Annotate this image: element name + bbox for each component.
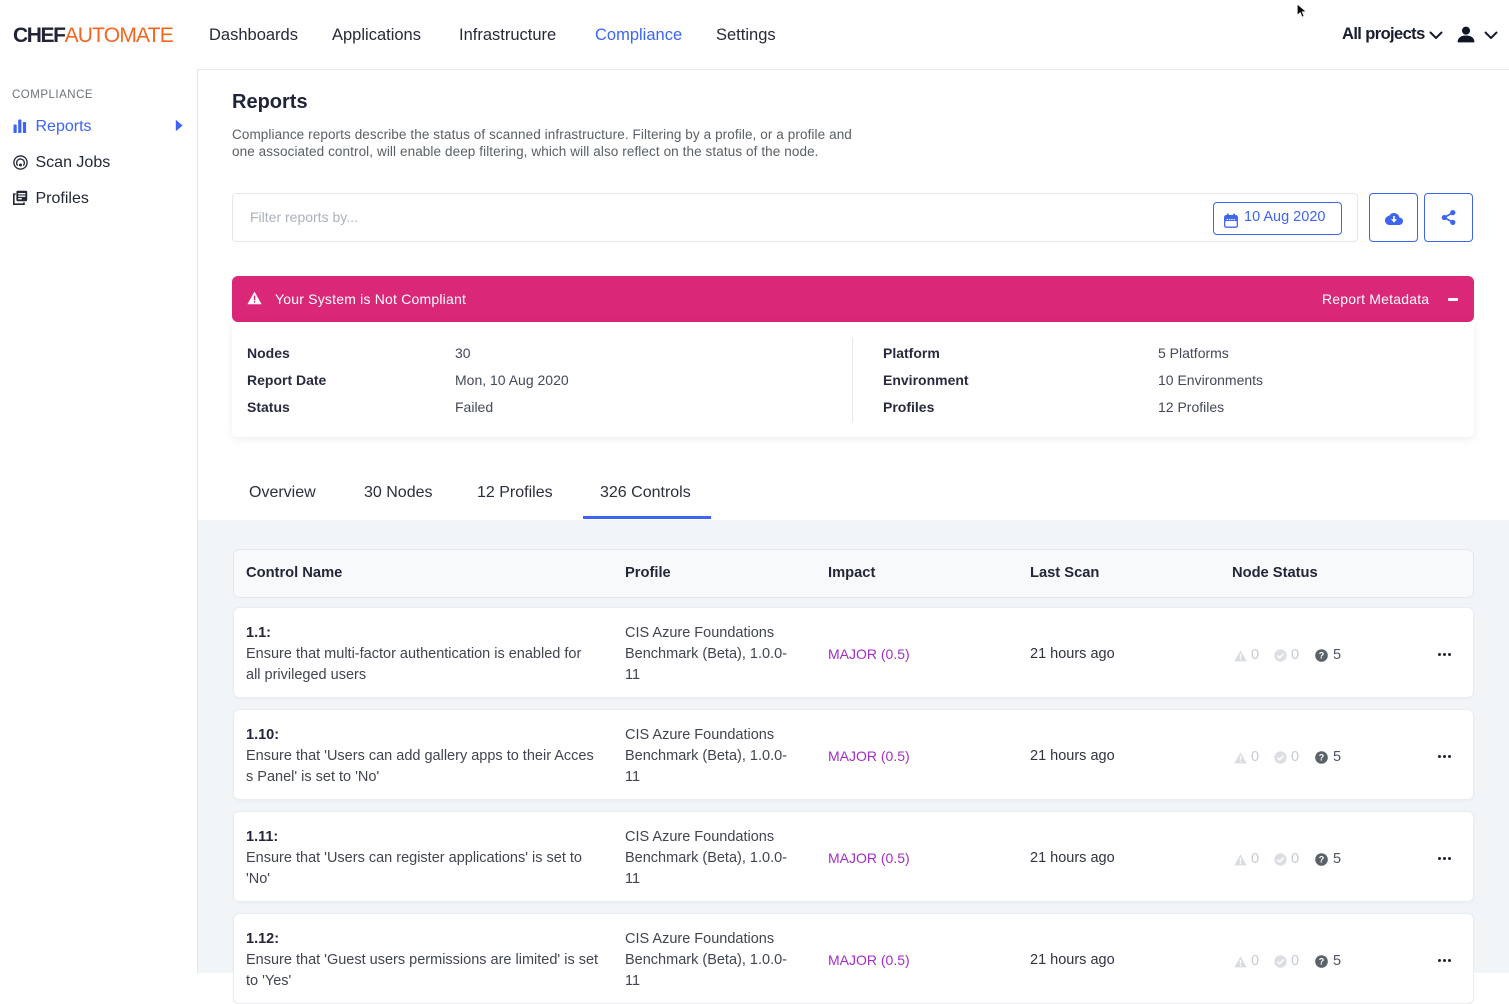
svg-text:?: ? (1319, 957, 1325, 967)
svg-text:?: ? (1319, 651, 1325, 661)
svg-text:?: ? (1319, 855, 1325, 865)
svg-text:?: ? (1319, 753, 1325, 763)
